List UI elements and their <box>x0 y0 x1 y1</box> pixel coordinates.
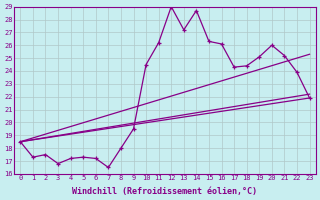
X-axis label: Windchill (Refroidissement éolien,°C): Windchill (Refroidissement éolien,°C) <box>72 187 258 196</box>
